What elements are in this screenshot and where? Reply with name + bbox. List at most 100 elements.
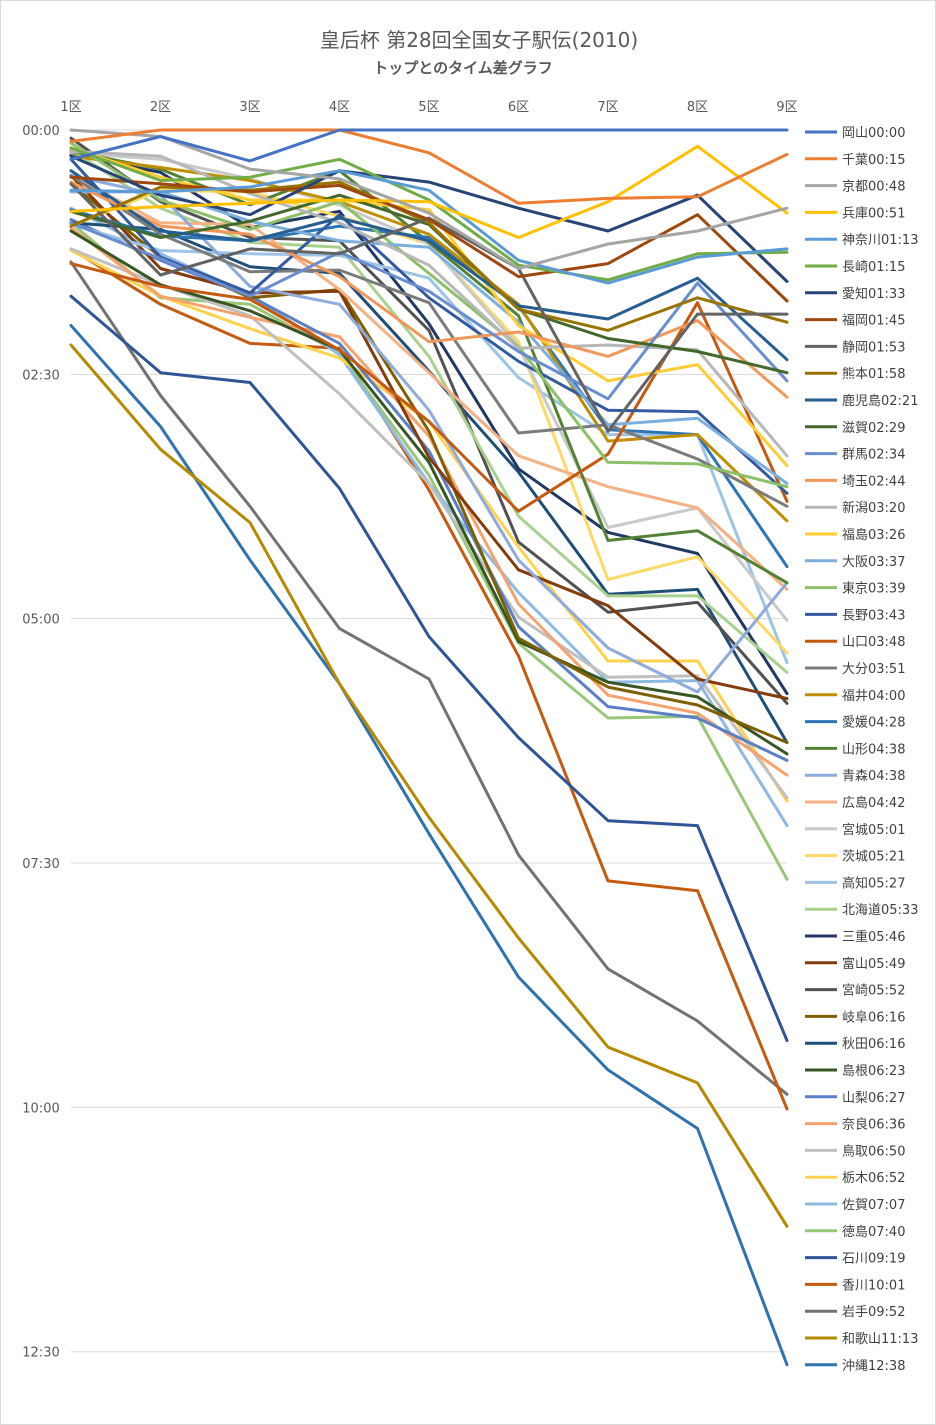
series-line [69, 128, 789, 270]
legend-label: 大分03:51 [842, 662, 905, 677]
series-line [69, 180, 789, 332]
legend: 岡山00:00 千葉00:15 京都00:48 兵庫00:51 神奈川01:13 長崎01… [805, 126, 918, 1374]
legend-label: 島根06:23 [842, 1064, 905, 1079]
series-line [69, 324, 789, 1367]
legend-label: 岩手09:52 [842, 1305, 905, 1320]
x-tick-label: 1区 [60, 100, 81, 115]
series-line [69, 226, 789, 777]
series-line [69, 229, 789, 756]
x-tick-label: 5区 [418, 100, 439, 115]
series-line [69, 169, 789, 285]
series-line [69, 136, 789, 705]
series-line [69, 146, 789, 282]
legend-label: 愛媛04:28 [842, 716, 905, 731]
series-line [69, 174, 789, 694]
x-tick-label: 4区 [329, 100, 350, 115]
legend-label: 秋田06:16 [842, 1037, 905, 1052]
legend-entry: 三重05:46 [805, 929, 905, 945]
x-tick-label: 6区 [508, 100, 529, 115]
legend-label: 石川09:19 [842, 1252, 905, 1267]
legend-entry: 長野03:43 [805, 608, 905, 623]
legend-entry: 宮城05:01 [805, 822, 905, 838]
legend-entry: 東京03:39 [805, 581, 905, 597]
legend-entry: 鳥取06:50 [805, 1144, 905, 1159]
legend-entry: 兵庫00:51 [805, 206, 905, 221]
series-line [69, 157, 789, 495]
y-tick-label: 12:30 [22, 1346, 59, 1361]
series-lines [69, 128, 789, 1367]
y-tick-label: 02:30 [22, 368, 59, 383]
series-line [69, 128, 789, 205]
y-tick-label: 00:00 [22, 124, 59, 139]
legend-label: 茨城05:21 [842, 850, 905, 865]
legend-label: 北海道05:33 [842, 903, 918, 918]
legend-label: 静岡01:53 [842, 340, 905, 355]
legend-label: 高知05:27 [842, 875, 905, 891]
legend-entry: 埼玉02:44 [805, 474, 905, 489]
legend-label: 福井04:00 [842, 689, 905, 704]
legend-entry: 宮崎05:52 [805, 983, 905, 999]
legend-entry: 山口03:48 [805, 635, 905, 650]
x-tick-label: 3区 [239, 100, 260, 115]
legend-entry: 静岡01:53 [805, 340, 905, 355]
legend-entry: 岐阜06:16 [805, 1009, 905, 1025]
legend-entry: 岡山00:00 [805, 126, 905, 141]
legend-label: 滋賀02:29 [842, 421, 905, 436]
x-tick-label: 2区 [150, 100, 171, 115]
legend-label: 鹿児島02:21 [842, 393, 918, 409]
series-line [69, 294, 789, 1043]
legend-label: 山形04:38 [842, 742, 905, 757]
series-line [69, 174, 789, 508]
legend-label: 長野03:43 [842, 608, 905, 623]
legend-label: 埼玉02:44 [842, 474, 905, 489]
series-line [69, 154, 789, 523]
series-line [69, 174, 789, 591]
legend-entry: 北海道05:33 [805, 903, 918, 918]
legend-label: 福島03:26 [842, 528, 905, 543]
legend-entry: 群馬02:34 [805, 448, 905, 463]
legend-entry: 茨城05:21 [805, 850, 905, 865]
legend-entry: 新潟03:20 [805, 500, 905, 516]
series-line [69, 141, 789, 489]
legend-entry: 栃木06:52 [805, 1171, 905, 1186]
legend-label: 香川10:01 [842, 1278, 905, 1293]
legend-entry: 徳島07:40 [805, 1225, 905, 1240]
legend-entry: 熊本01:58 [805, 366, 905, 382]
legend-label: 神奈川01:13 [842, 233, 918, 248]
series-line [69, 208, 789, 569]
legend-entry: 沖縄12:38 [805, 1359, 905, 1374]
legend-entry: 愛知01:33 [805, 286, 905, 302]
legend-entry: 和歌山11:13 [805, 1332, 918, 1347]
legend-entry: 大分03:51 [805, 662, 905, 677]
legend-entry: 石川09:19 [805, 1252, 905, 1267]
legend-label: 兵庫00:51 [842, 206, 905, 221]
legend-label: 奈良06:36 [842, 1117, 905, 1133]
legend-label: 長崎01:15 [842, 260, 905, 275]
x-tick-label: 7区 [597, 100, 618, 115]
legend-entry: 香川10:01 [805, 1278, 905, 1293]
legend-entry: 岩手09:52 [805, 1305, 905, 1320]
series-line [69, 221, 789, 881]
legend-label: 大阪03:37 [842, 555, 905, 570]
series-line [69, 146, 789, 468]
legend-label: 宮崎05:52 [842, 983, 905, 999]
legend-entry: 山形04:38 [805, 742, 905, 757]
legend-label: 群馬02:34 [842, 448, 905, 463]
series-line [69, 148, 789, 674]
legend-entry: 山梨06:27 [805, 1091, 905, 1106]
series-line [69, 144, 789, 239]
series-line [69, 169, 789, 362]
legend-entry: 佐賀07:07 [805, 1198, 905, 1213]
legend-entry: 福井04:00 [805, 689, 905, 704]
legend-entry: 秋田06:16 [805, 1037, 905, 1052]
y-tick-label: 05:00 [22, 613, 59, 628]
legend-label: 千葉00:15 [842, 153, 905, 168]
series-line [69, 221, 789, 401]
legend-entry: 大阪03:37 [805, 555, 905, 570]
x-tick-label: 9区 [776, 100, 797, 115]
legend-label: 京都00:48 [842, 180, 905, 195]
legend-entry: 滋賀02:29 [805, 421, 905, 436]
series-line [69, 260, 789, 1096]
legend-label: 広島04:42 [842, 796, 905, 811]
